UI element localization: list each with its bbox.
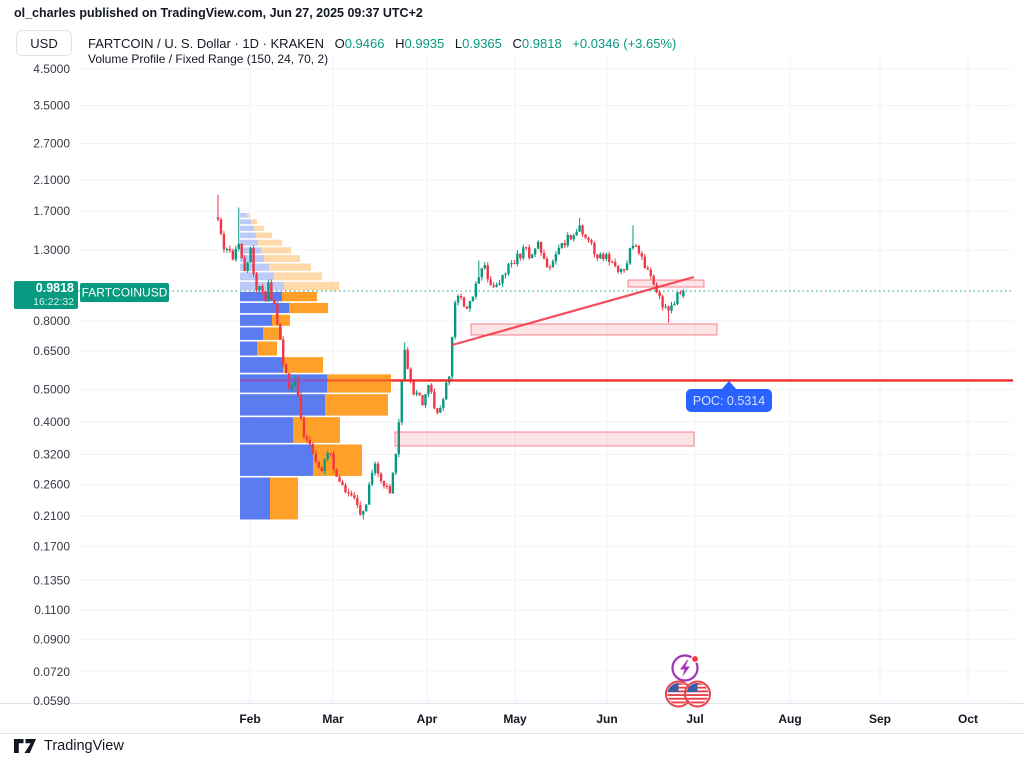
svg-text:3.5000: 3.5000 — [33, 99, 70, 113]
vp-row-up — [240, 357, 283, 373]
tradingview-logo-icon — [14, 739, 36, 753]
svg-text:Mar: Mar — [322, 712, 344, 726]
svg-text:0.4000: 0.4000 — [33, 415, 70, 429]
gridlines — [0, 57, 1024, 734]
publish-info: ol_charles published on TradingView.com,… — [14, 6, 423, 20]
vp-row-down — [251, 219, 257, 225]
tradingview-logo-text: TradingView — [44, 738, 124, 754]
drawing-zones[interactable] — [394, 279, 718, 447]
vp-row-down — [257, 341, 277, 356]
ohlc-low: L0.9365 — [454, 36, 502, 51]
ohlc-open: O0.9466 — [334, 36, 385, 51]
svg-text:0.2100: 0.2100 — [33, 509, 70, 523]
vp-row-down — [327, 374, 391, 393]
vp-row-up — [240, 212, 247, 218]
vp-row-down — [247, 212, 250, 218]
vp-row-down — [274, 272, 322, 281]
svg-text:May: May — [503, 712, 527, 726]
svg-text:0.6500: 0.6500 — [33, 344, 70, 358]
svg-text:0.2600: 0.2600 — [33, 478, 70, 492]
svg-text:16:22:32: 16:22:32 — [33, 296, 74, 308]
svg-text:0.0720: 0.0720 — [33, 665, 70, 679]
vp-row-down — [293, 417, 340, 443]
vp-row-up — [240, 314, 272, 326]
indicator-title[interactable]: Volume Profile / Fixed Range (150, 24, 7… — [88, 52, 329, 66]
vp-row-down — [256, 232, 272, 239]
vp-row-down — [270, 477, 298, 520]
time-axis[interactable]: Feb Mar Apr May Jun Jul Aug Sep Oct — [239, 712, 978, 726]
svg-text:POC: 0.5314: POC: 0.5314 — [693, 394, 765, 408]
vp-row-up — [240, 327, 263, 340]
currency-toggle-button[interactable]: USD — [16, 30, 72, 56]
supply-zone-upper — [470, 323, 718, 336]
poc-tooltip: POC: 0.5314 — [686, 381, 772, 412]
price-change: +0.0346 (+3.65%) — [572, 36, 677, 51]
vp-row-up — [240, 291, 282, 302]
vp-row-up — [240, 417, 293, 443]
vp-row-down — [282, 291, 317, 302]
ohlc-high: H0.9935 — [395, 36, 445, 51]
vp-row-up — [240, 444, 313, 476]
vp-row-down — [263, 327, 282, 340]
candlesticks[interactable] — [216, 194, 685, 520]
svg-text:0.1700: 0.1700 — [33, 540, 70, 554]
vp-row-down — [269, 263, 311, 271]
svg-text:4.5000: 4.5000 — [33, 62, 70, 76]
vp-row-up — [240, 302, 289, 314]
svg-text:0.3200: 0.3200 — [33, 447, 70, 461]
svg-text:0.1100: 0.1100 — [34, 603, 70, 617]
svg-text:0.5000: 0.5000 — [33, 382, 70, 396]
svg-text:0.0590: 0.0590 — [33, 694, 70, 708]
svg-text:0.8000: 0.8000 — [33, 314, 70, 328]
svg-text:1.3000: 1.3000 — [33, 243, 70, 257]
event-marker-lightning-bolt-icon[interactable] — [671, 654, 700, 682]
ohlc-close: C0.9818 — [512, 36, 562, 51]
trend-line[interactable] — [451, 275, 695, 347]
svg-text:Sep: Sep — [869, 712, 891, 726]
vp-row-up — [240, 394, 325, 416]
vp-row-up — [240, 232, 256, 239]
vp-row-up — [240, 341, 257, 356]
svg-text:Jun: Jun — [596, 712, 617, 726]
svg-text:FARTCOINUSD: FARTCOINUSD — [82, 285, 168, 299]
svg-text:2.7000: 2.7000 — [33, 136, 70, 150]
vp-row-up — [240, 219, 251, 225]
vp-row-up — [240, 477, 270, 520]
vp-row-down — [254, 225, 264, 231]
svg-text:Jul: Jul — [686, 712, 703, 726]
supply-zone-small — [627, 279, 705, 288]
vp-row-down — [325, 394, 388, 416]
svg-text:0.9818: 0.9818 — [36, 281, 74, 295]
svg-text:0.1350: 0.1350 — [33, 573, 70, 587]
symbol-title[interactable]: FARTCOIN / U. S. Dollar · 1D · KRAKEN — [88, 36, 324, 51]
vp-row-up — [240, 239, 258, 246]
svg-text:1.7000: 1.7000 — [33, 204, 70, 218]
svg-text:2.1000: 2.1000 — [33, 173, 70, 187]
vp-row-up — [240, 255, 264, 262]
tradingview-attribution[interactable]: TradingView — [14, 738, 124, 754]
vp-row-down — [289, 302, 328, 314]
vp-row-down — [264, 255, 300, 262]
symbol-price-tag: FARTCOINUSD — [80, 282, 169, 302]
symbol-header: FARTCOIN / U. S. Dollar · 1D · KRAKEN O0… — [88, 36, 676, 51]
svg-text:Oct: Oct — [958, 712, 978, 726]
vp-row-up — [240, 374, 327, 393]
supply-zone-lower — [394, 431, 695, 447]
svg-text:0.0900: 0.0900 — [33, 632, 70, 646]
vp-row-up — [240, 225, 254, 231]
svg-text:Feb: Feb — [239, 712, 260, 726]
vp-row-down — [284, 281, 339, 291]
vp-row-down — [272, 314, 290, 326]
vp-row-down — [283, 357, 323, 373]
event-marker-us-flag-pair-icon[interactable] — [665, 680, 711, 708]
price-axis[interactable]: 4.5000 3.5000 2.7000 2.1000 1.7000 1.3000 0.80… — [33, 62, 70, 708]
volume-profile-indicator[interactable] — [240, 212, 391, 520]
vp-row-down — [261, 247, 291, 254]
vp-row-down — [258, 239, 282, 246]
svg-text:Aug: Aug — [778, 712, 801, 726]
svg-text:Apr: Apr — [417, 712, 438, 726]
